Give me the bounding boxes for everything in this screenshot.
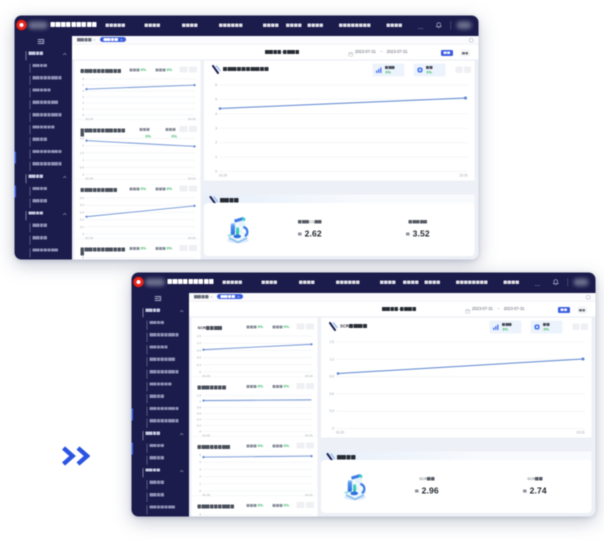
svg-text:1: 1: [82, 107, 84, 111]
svg-text:4: 4: [215, 112, 217, 116]
svg-text:2.5: 2.5: [80, 137, 85, 141]
svg-text:01:20: 01:20: [203, 434, 211, 438]
svg-text:23:15: 23:15: [188, 236, 196, 240]
svg-text:1.2: 1.2: [197, 341, 202, 345]
svg-text:0: 0: [332, 427, 334, 431]
svg-text:6: 6: [82, 78, 84, 82]
svg-text:3: 3: [215, 126, 217, 130]
svg-text:5: 5: [199, 513, 201, 517]
svg-text:0.4: 0.4: [80, 203, 85, 207]
svg-text:0.3: 0.3: [197, 363, 202, 367]
svg-text:0.5: 0.5: [80, 165, 85, 169]
svg-text:23:15: 23:15: [305, 434, 313, 438]
svg-text:1: 1: [215, 155, 217, 159]
svg-text:5: 5: [199, 454, 201, 458]
svg-text:01:20: 01:20: [203, 374, 211, 378]
svg-text:0: 0: [199, 489, 201, 493]
svg-text:0.3: 0.3: [329, 409, 334, 413]
svg-text:0.6: 0.6: [329, 392, 334, 396]
svg-text:0.6: 0.6: [197, 356, 202, 360]
svg-text:5: 5: [82, 83, 84, 87]
svg-text:0: 0: [82, 173, 84, 177]
svg-text:2: 2: [215, 141, 217, 145]
svg-text:0.2: 0.2: [80, 218, 85, 222]
svg-text:1: 1: [199, 400, 201, 404]
svg-text:01:20: 01:20: [86, 177, 94, 181]
svg-text:01:20: 01:20: [86, 117, 94, 121]
svg-text:0.1: 0.1: [80, 225, 85, 229]
svg-text:01:20: 01:20: [203, 493, 211, 497]
svg-text:3: 3: [199, 467, 201, 471]
svg-text:5: 5: [215, 97, 217, 101]
svg-text:23:15: 23:15: [305, 374, 313, 378]
svg-text:1.2: 1.2: [329, 357, 334, 361]
svg-text:01:20: 01:20: [219, 174, 227, 178]
svg-text:0: 0: [199, 430, 201, 434]
svg-text:0.9: 0.9: [197, 348, 202, 352]
svg-text:2: 2: [82, 144, 84, 148]
svg-text:23:15: 23:15: [305, 493, 313, 497]
svg-text:4: 4: [82, 89, 84, 93]
svg-text:23:15: 23:15: [188, 117, 196, 121]
svg-text:2: 2: [199, 475, 201, 479]
svg-text:3: 3: [82, 95, 84, 99]
svg-text:2: 2: [82, 101, 84, 105]
svg-text:23:15: 23:15: [576, 431, 584, 435]
svg-text:6: 6: [215, 83, 217, 87]
svg-text:1.5: 1.5: [329, 340, 334, 344]
svg-text:0: 0: [82, 232, 84, 236]
svg-text:0: 0: [215, 170, 217, 174]
svg-text:23:15: 23:15: [188, 177, 196, 181]
svg-text:1: 1: [82, 158, 84, 162]
svg-text:0: 0: [199, 370, 201, 374]
svg-text:0.4: 0.4: [197, 418, 202, 422]
svg-text:0.3: 0.3: [80, 210, 85, 214]
svg-text:01:20: 01:20: [86, 236, 94, 240]
svg-text:6: 6: [82, 256, 84, 260]
svg-text:01:20: 01:20: [336, 431, 344, 435]
svg-text:0.5: 0.5: [80, 197, 85, 201]
svg-text:23:15: 23:15: [459, 174, 467, 178]
svg-text:1: 1: [199, 482, 201, 486]
svg-text:0.2: 0.2: [197, 424, 202, 428]
svg-text:1.5: 1.5: [80, 151, 85, 155]
svg-text:4: 4: [199, 460, 201, 464]
svg-text:0: 0: [82, 113, 84, 117]
svg-text:0.8: 0.8: [197, 406, 202, 410]
svg-text:0.9: 0.9: [329, 375, 334, 379]
svg-text:1.5: 1.5: [197, 335, 202, 339]
svg-text:1.2: 1.2: [197, 394, 202, 398]
svg-text:0.6: 0.6: [197, 412, 202, 416]
